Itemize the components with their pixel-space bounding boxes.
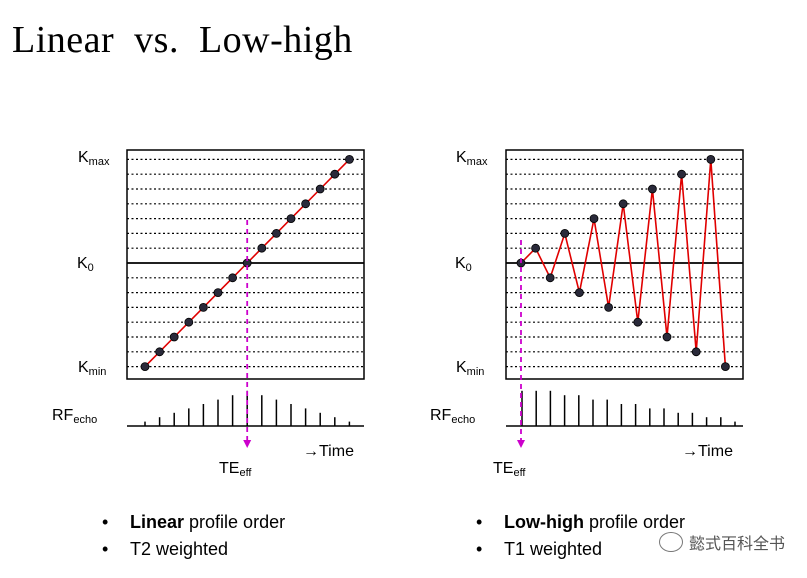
list-item: • Linear profile order — [102, 512, 286, 532]
linear-time-label: →Time — [303, 443, 354, 460]
linear-te-arrow — [243, 440, 252, 448]
right-sample-dot — [589, 214, 599, 224]
low-high-bullet-list: • Low-high profile order • T1 weighted — [476, 509, 685, 563]
left-sample-dot — [344, 154, 354, 164]
linear-k0-label: K0 — [77, 255, 94, 274]
right-sample-dot — [721, 362, 730, 372]
right-sample-dot — [560, 228, 570, 238]
linear-kspace-box — [126, 149, 365, 380]
right-sample-dot — [545, 273, 555, 283]
linear-panel: Kmax K0 Kmin RFecho TEeff →Time — [52, 149, 365, 479]
low-high-kmin-label: Kmin — [456, 359, 484, 378]
left-sample-dot — [315, 184, 325, 194]
low-high-rf-echo-label: RFecho — [430, 407, 475, 426]
linear-kmin-label: Kmin — [78, 359, 106, 378]
linear-kmax-label: Kmax — [78, 149, 110, 168]
right-sample-dot — [662, 332, 672, 342]
right-sample-dot — [706, 154, 716, 164]
linear-sample-dots — [140, 154, 354, 372]
low-high-te-arrow — [517, 440, 525, 448]
right-sample-dot — [618, 199, 628, 209]
left-sample-dot — [140, 362, 150, 372]
linear-bullet-list: • Linear profile order • T2 weighted — [102, 509, 285, 563]
left-sample-dot — [213, 288, 223, 298]
left-sample-dot — [330, 169, 340, 179]
right-sample-dot — [648, 184, 657, 194]
right-sample-dot — [633, 317, 643, 327]
right-sample-dot — [575, 288, 584, 298]
low-high-rf-echo-bars — [521, 390, 736, 426]
list-item: • T2 weighted — [102, 539, 229, 559]
low-high-grid-lines — [506, 158, 743, 368]
low-high-kmax-label: Kmax — [456, 149, 488, 168]
wechat-icon — [658, 532, 683, 552]
right-sample-dot — [531, 243, 540, 253]
watermark: 懿式百科全书 — [658, 530, 785, 554]
right-sample-dot — [604, 302, 613, 312]
low-high-panel: Kmax K0 Kmin RFecho TEeff →Time — [430, 149, 744, 479]
left-sample-dot — [271, 228, 281, 238]
right-sample-dot — [677, 169, 686, 179]
left-sample-dot — [184, 317, 194, 327]
left-sample-dot — [286, 214, 296, 224]
low-high-sample-dots — [516, 154, 730, 372]
left-sample-dot — [301, 199, 311, 209]
list-item: • T1 weighted — [476, 539, 603, 559]
linear-rf-echo-label: RFecho — [52, 407, 97, 426]
left-sample-dot — [155, 347, 165, 357]
list-item: • Low-high profile order — [476, 512, 686, 532]
left-sample-dot — [228, 273, 238, 283]
low-high-time-label: →Time — [682, 443, 733, 460]
right-sample-dot — [691, 347, 701, 357]
low-high-k0-label: K0 — [455, 255, 472, 274]
low-high-te-eff-label: TEeff — [493, 460, 526, 479]
left-sample-dot — [257, 243, 267, 253]
linear-te-eff-label: TEeff — [219, 460, 252, 479]
left-sample-dot — [169, 332, 179, 342]
low-high-kspace-box — [505, 149, 744, 380]
left-sample-dot — [198, 302, 208, 312]
page-title: Linear vs. Low-high — [12, 19, 353, 61]
